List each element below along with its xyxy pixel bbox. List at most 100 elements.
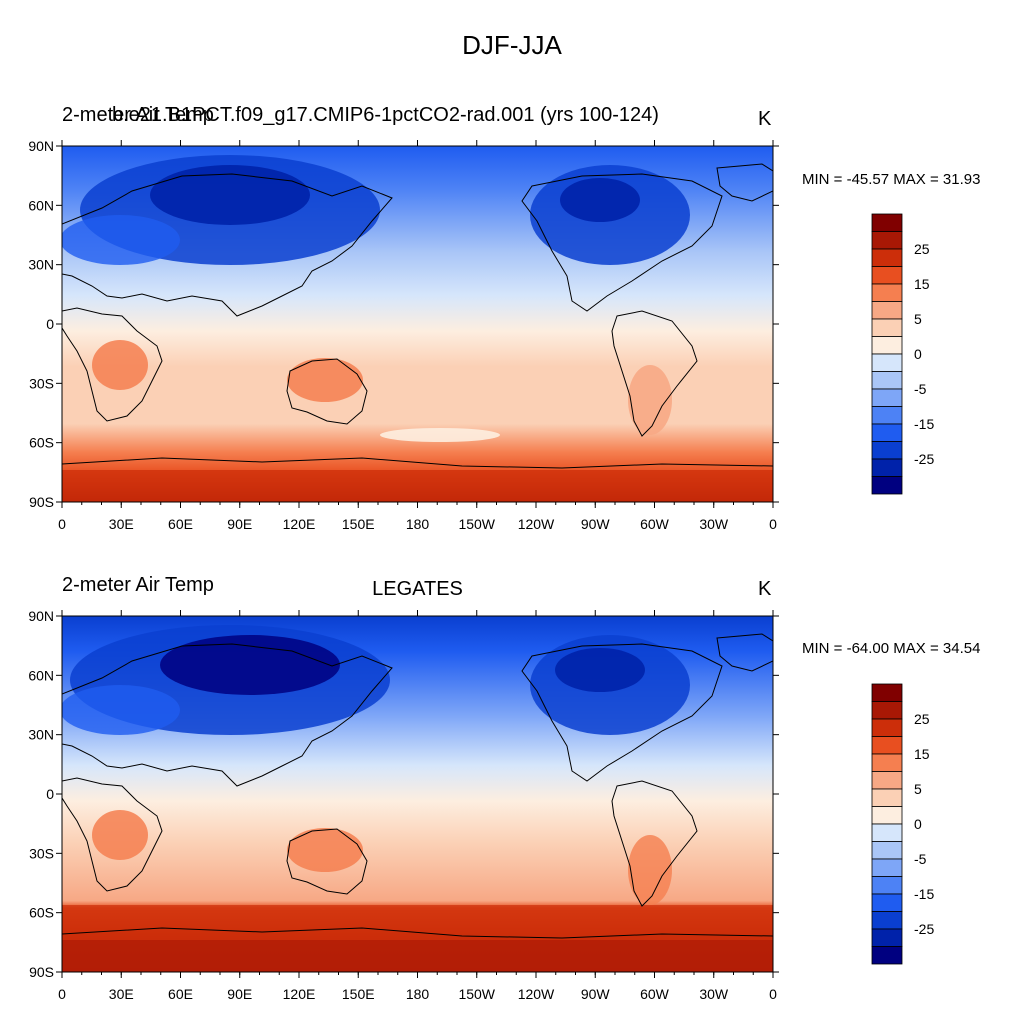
lat-tick-label: 60S	[29, 435, 54, 451]
panel2-australia-warm-patch	[287, 828, 363, 872]
colorbar-segment	[871, 406, 903, 425]
panel1-southern-africa-warm-patch	[92, 340, 148, 390]
colorbar-segment	[871, 441, 903, 460]
lon-tick-label: 180	[406, 986, 430, 1002]
lon-tick-label: 90W	[581, 986, 611, 1002]
colorbar-segment	[871, 718, 903, 737]
colorbar-label: 15	[914, 746, 930, 762]
colorbar-segment	[871, 283, 903, 302]
lon-tick-label: 60W	[640, 986, 670, 1002]
panel1-europe-cold-patch	[62, 215, 180, 265]
colorbar-segment	[871, 806, 903, 825]
colorbar-segment	[871, 841, 903, 860]
lat-tick-label: 30N	[28, 727, 54, 743]
colorbar-segment	[871, 946, 903, 965]
lon-tick-label: 120E	[283, 986, 316, 1002]
lon-tick-label: 90E	[227, 516, 252, 532]
panel2-map	[61, 615, 774, 973]
colorbar-label: 5	[914, 781, 922, 797]
colorbar-label: -5	[914, 381, 927, 397]
lat-tick-label: 30N	[28, 257, 54, 273]
figure-title: DJF-JJA	[462, 30, 562, 60]
colorbar-label: 25	[914, 241, 930, 257]
panel1-map	[61, 145, 774, 503]
panel2-variable-label: 2-meter Air Temp	[62, 574, 214, 596]
lon-tick-label: 0	[769, 986, 777, 1002]
colorbar-label: -25	[914, 451, 934, 467]
panel2-siberia-cold-core	[160, 635, 340, 695]
panel2-south-america-warm-patch	[628, 835, 672, 905]
panel2-canada-cold-core	[555, 648, 645, 692]
colorbar-segment	[871, 893, 903, 912]
lon-tick-label: 150E	[342, 986, 375, 1002]
lon-tick-label: 120W	[518, 986, 555, 1002]
panel1-south-america-warm-patch	[628, 365, 672, 435]
panel2-antarctica-core-band	[62, 940, 773, 972]
lat-tick-label: 30S	[29, 845, 54, 861]
colorbar-segment	[871, 371, 903, 390]
panel1-antarctica-warm-band	[62, 470, 773, 502]
colorbar-segment	[871, 301, 903, 320]
colorbar-segment	[871, 858, 903, 877]
colorbar-label: 0	[914, 346, 922, 362]
panel1-case-label: b.e21.B1PCT.f09_g17.CMIP6-1pctCO2-rad.00…	[112, 104, 659, 126]
panel2-minmax: MIN = -64.00 MAX = 34.54	[802, 640, 981, 657]
colorbar-segment	[871, 753, 903, 772]
lon-tick-label: 120E	[283, 516, 316, 532]
colorbar-segment	[871, 231, 903, 250]
panel1-units-label: K	[758, 108, 772, 130]
colorbar-label: -15	[914, 886, 934, 902]
colorbar-segment	[871, 336, 903, 355]
colorbar-segment	[871, 701, 903, 720]
lat-tick-label: 90S	[29, 494, 54, 510]
lat-tick-label: 90S	[29, 964, 54, 980]
colorbar-label: 0	[914, 816, 922, 832]
panel1-siberia-cold-core	[150, 165, 310, 225]
colorbar-segment	[871, 423, 903, 442]
legends-layer: 25 15 5 0 -5 -15 -25 25 15 5 0 -5 -15 -25	[871, 213, 934, 965]
lat-tick-label: 60N	[28, 197, 54, 213]
lon-tick-label: 150W	[458, 986, 495, 1002]
panel2-southern-africa-warm-patch	[92, 810, 148, 860]
colorbar-segment	[871, 458, 903, 477]
lon-tick-label: 150W	[458, 516, 495, 532]
colorbar-label: -15	[914, 416, 934, 432]
panel1-australia-warm-patch	[287, 358, 363, 402]
lon-tick-label: 60E	[168, 986, 193, 1002]
lat-tick-label: 0	[46, 786, 54, 802]
panel1-southern-ocean-band	[380, 428, 500, 442]
colorbar-segment	[871, 771, 903, 790]
lon-tick-label: 30E	[109, 986, 134, 1002]
panel2-europe-cold-patch	[62, 685, 180, 735]
lon-tick-label: 90E	[227, 986, 252, 1002]
colorbar-segment	[871, 266, 903, 285]
colorbar-segment	[871, 476, 903, 495]
panel1-minmax: MIN = -45.57 MAX = 31.93	[802, 171, 981, 188]
lon-tick-label: 90W	[581, 516, 611, 532]
colorbar-segment	[871, 683, 903, 702]
lat-tick-label: 90N	[28, 608, 54, 624]
colorbar-segment	[871, 248, 903, 267]
lon-tick-label: 0	[58, 986, 66, 1002]
lon-tick-label: 60E	[168, 516, 193, 532]
panel1-canada-cold-core	[560, 178, 640, 222]
colorbar-segment	[871, 388, 903, 407]
colorbar-label: 15	[914, 276, 930, 292]
lon-tick-label: 120W	[518, 516, 555, 532]
lat-tick-label: 0	[46, 316, 54, 332]
lon-tick-label: 0	[769, 516, 777, 532]
lon-tick-label: 150E	[342, 516, 375, 532]
colorbar-segment	[871, 911, 903, 930]
colorbar-segment	[871, 788, 903, 807]
colorbar-label: 5	[914, 311, 922, 327]
panel2-units-label: K	[758, 578, 772, 600]
colorbar-segment	[871, 318, 903, 337]
colorbar-label: -25	[914, 921, 934, 937]
colorbar-label: 25	[914, 711, 930, 727]
colorbar-segment	[871, 213, 903, 232]
colorbar-segment	[871, 736, 903, 755]
colorbar-label: -5	[914, 851, 927, 867]
lon-tick-label: 0	[58, 516, 66, 532]
